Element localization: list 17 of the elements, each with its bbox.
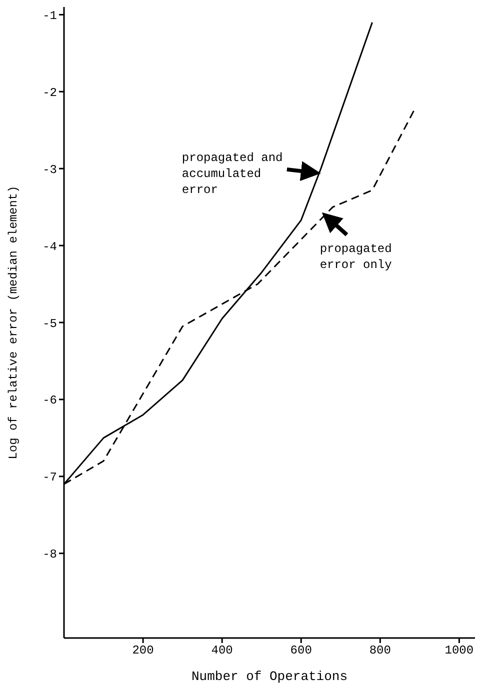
x-tick-label: 800 <box>369 644 391 658</box>
y-tick-label: -8 <box>42 548 57 562</box>
y-tick-label: -2 <box>42 86 57 100</box>
y-axis-title: Log of relative error (median element) <box>6 186 20 460</box>
x-tick-label: 600 <box>290 644 312 658</box>
x-tick-label: 200 <box>132 644 154 658</box>
x-tick-label: 400 <box>211 644 233 658</box>
y-tick-label: -3 <box>42 162 57 177</box>
y-tick-label: -1 <box>42 8 57 23</box>
y-tick-label: -5 <box>42 316 57 331</box>
annotation: propagated error only <box>320 240 393 273</box>
x-tick-label: 1000 <box>444 644 474 658</box>
annotation: propagated and accumulated error <box>182 150 284 198</box>
y-tick-label: -6 <box>42 394 57 408</box>
y-tick-label: -7 <box>42 470 57 485</box>
y-tick-label: -4 <box>42 240 57 254</box>
x-axis-title: Number of Operations <box>191 669 348 684</box>
